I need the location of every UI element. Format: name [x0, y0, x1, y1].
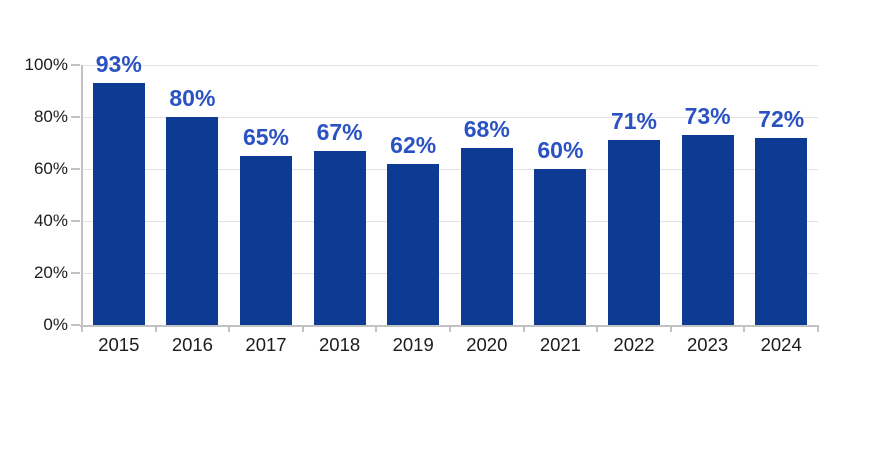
bar-group-2024: 72%: [744, 65, 818, 325]
bar-value-label-2019: 62%: [390, 131, 437, 158]
bar-value-label-2023: 73%: [684, 103, 731, 130]
gridline: [82, 65, 818, 66]
bar-group-2020: 68%: [450, 65, 524, 325]
y-axis-line: [81, 65, 83, 325]
x-axis-tick: [743, 325, 746, 332]
x-axis-label-2020: 2020: [466, 334, 508, 355]
bar-value-label-2024: 72%: [758, 105, 805, 132]
x-axis-label-2018: 2018: [319, 334, 361, 355]
bar-2018: [313, 150, 366, 325]
bar-2015: [92, 83, 145, 325]
bar-group-2022: 71%: [597, 65, 671, 325]
bar-value-label-2018: 67%: [316, 118, 363, 145]
y-axis-tick: [71, 168, 80, 170]
x-axis-tick: [522, 325, 525, 332]
bar-value-label-2017: 65%: [242, 124, 289, 150]
bar-2017: [239, 156, 292, 325]
bar-2023: [681, 135, 734, 325]
bar-group-2017: 65%: [229, 65, 303, 325]
gridline: [82, 117, 818, 118]
x-axis-tick: [449, 325, 451, 332]
bar-value-label-2021: 60%: [537, 137, 584, 163]
y-axis-label: 0%: [43, 315, 68, 334]
x-axis-label-2024: 2024: [760, 334, 802, 355]
bar-2019: [387, 163, 440, 325]
x-axis-label-2021: 2021: [539, 334, 581, 355]
bar-2020: [460, 148, 513, 325]
y-axis-label: 80%: [33, 107, 68, 126]
bar-value-label-2015: 93%: [95, 51, 142, 78]
x-axis-label-2022: 2022: [613, 334, 655, 355]
gridline: [82, 273, 818, 274]
y-axis-label: 40%: [33, 211, 68, 230]
gridline: [82, 169, 818, 170]
x-axis-tick: [228, 325, 231, 332]
x-axis-tick: [81, 325, 83, 332]
x-axis-label-2016: 2016: [171, 334, 213, 355]
y-axis-tick: [71, 64, 80, 66]
x-axis-tick: [669, 325, 672, 332]
bar-group-2021: 60%: [524, 65, 598, 325]
y-axis-label: 100%: [24, 55, 68, 74]
gridline: [82, 221, 818, 222]
y-axis-tick: [71, 220, 80, 222]
x-axis-label-2023: 2023: [687, 334, 729, 355]
x-axis-tick: [301, 325, 304, 332]
bar-group-2016: 80%: [156, 65, 230, 325]
plot-area: 93% 80% 65% 67% 62% 68% 60% 71% 73% 72%: [71, 51, 819, 332]
x-axis-label-2019: 2019: [392, 334, 434, 355]
bar-group-2023: 73%: [671, 65, 745, 325]
y-axis-tick: [71, 116, 80, 118]
bar-value-label-2022: 71%: [610, 108, 657, 135]
bar-2024: [755, 137, 808, 325]
y-axis-tick: [71, 272, 80, 274]
bar-value-label-2016: 80%: [169, 85, 216, 111]
bar-group-2018: 67%: [303, 65, 377, 325]
x-axis-tick: [596, 325, 599, 332]
bar-2022: [607, 140, 660, 325]
y-axis-label: 20%: [33, 263, 68, 282]
bar-value-label-2020: 68%: [463, 116, 510, 143]
y-axis-tick: [71, 324, 80, 326]
bar-2016: [166, 117, 219, 325]
y-axis-label: 60%: [33, 159, 68, 178]
x-axis-tick: [817, 325, 819, 332]
bar-2021: [534, 169, 587, 325]
bar-group-2019: 62%: [376, 65, 450, 325]
bar-group-2015: 93%: [82, 51, 156, 325]
x-axis-label-2015: 2015: [98, 334, 140, 355]
x-axis-tick: [375, 325, 378, 332]
x-axis-tick: [154, 325, 157, 332]
x-axis-label-2017: 2017: [245, 334, 287, 355]
